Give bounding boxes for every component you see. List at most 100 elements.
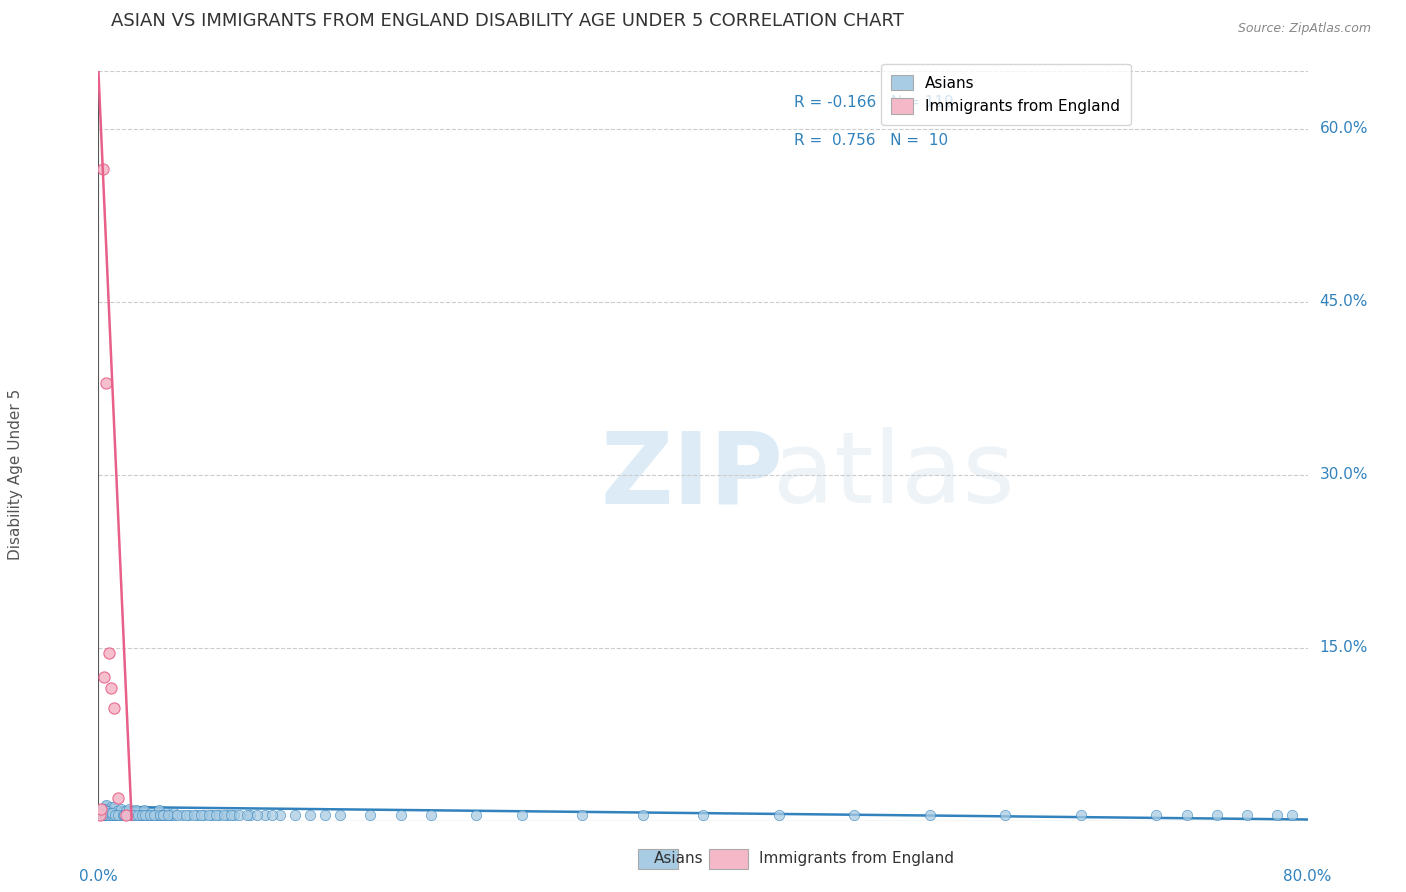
Point <box>107 790 129 805</box>
Point <box>212 808 235 822</box>
Text: Immigrants from England: Immigrants from England <box>759 851 955 865</box>
Point <box>112 808 135 822</box>
Text: 0.0%: 0.0% <box>79 869 118 884</box>
Point <box>510 808 533 822</box>
Point <box>94 798 117 813</box>
Point <box>205 808 228 822</box>
Point <box>98 647 121 661</box>
Point <box>93 805 115 820</box>
Point <box>1175 808 1198 822</box>
Point <box>111 808 134 822</box>
Text: 60.0%: 60.0% <box>1320 121 1368 136</box>
Point <box>110 805 132 820</box>
Point <box>127 808 149 822</box>
Point <box>110 808 132 822</box>
Point <box>284 808 307 822</box>
Point <box>105 805 128 819</box>
Point <box>91 808 114 822</box>
Point <box>94 376 117 390</box>
Point <box>994 808 1017 822</box>
Point <box>1144 808 1167 822</box>
Point <box>224 808 246 822</box>
Point <box>94 797 117 812</box>
Point <box>93 808 115 822</box>
Point <box>262 808 284 822</box>
Point <box>239 808 262 822</box>
Point <box>193 808 215 822</box>
Point <box>571 808 593 822</box>
Point <box>118 805 141 820</box>
Point <box>314 808 336 822</box>
Point <box>94 808 117 822</box>
Point <box>100 802 122 816</box>
Point <box>360 808 382 822</box>
Point <box>90 802 112 816</box>
Point <box>101 808 124 822</box>
Point <box>174 808 197 822</box>
Point <box>139 808 162 822</box>
Point <box>125 805 148 820</box>
Point <box>98 808 121 822</box>
Point <box>145 808 167 822</box>
Point <box>96 808 118 822</box>
Point <box>107 808 129 822</box>
Point <box>120 808 142 822</box>
Point <box>465 808 488 822</box>
Point <box>132 808 155 822</box>
Point <box>150 808 173 822</box>
Point <box>221 808 243 822</box>
Point <box>1206 808 1229 822</box>
Point <box>103 700 125 714</box>
Point <box>186 808 208 822</box>
Point <box>94 803 117 817</box>
Point <box>160 808 183 822</box>
Legend: Asians, Immigrants from England: Asians, Immigrants from England <box>880 64 1130 125</box>
Point <box>94 799 117 814</box>
Text: R =  0.756   N =  10: R = 0.756 N = 10 <box>793 133 948 148</box>
Point <box>1070 808 1092 822</box>
Point <box>104 808 127 822</box>
Point <box>163 808 186 822</box>
Point <box>121 808 143 822</box>
Point <box>166 808 188 822</box>
Text: R = -0.166   N = 119: R = -0.166 N = 119 <box>793 95 953 111</box>
Point <box>152 808 174 822</box>
Point <box>100 808 122 822</box>
Point <box>156 808 179 822</box>
Point <box>114 808 136 822</box>
Text: 80.0%: 80.0% <box>1284 869 1331 884</box>
Point <box>148 805 170 820</box>
Point <box>155 808 177 822</box>
Point <box>91 162 114 177</box>
Point <box>299 808 322 822</box>
Point <box>246 808 269 822</box>
Point <box>94 806 117 821</box>
Point <box>143 808 166 822</box>
Point <box>129 808 152 822</box>
Point <box>100 681 122 695</box>
Point <box>114 805 136 819</box>
Point <box>101 805 124 820</box>
Point <box>94 802 117 816</box>
Point <box>98 805 121 820</box>
Point <box>148 808 170 822</box>
Point <box>114 808 136 822</box>
Point <box>179 808 201 822</box>
Point <box>269 808 291 822</box>
Point <box>148 803 170 817</box>
Point <box>96 805 118 819</box>
Point <box>100 799 122 814</box>
Point <box>100 806 122 821</box>
Text: ASIAN VS IMMIGRANTS FROM ENGLAND DISABILITY AGE UNDER 5 CORRELATION CHART: ASIAN VS IMMIGRANTS FROM ENGLAND DISABIL… <box>111 12 904 30</box>
Point <box>136 808 159 822</box>
Point <box>1236 808 1258 822</box>
Point <box>215 808 238 822</box>
Text: Asians: Asians <box>654 851 703 865</box>
Point <box>918 808 941 822</box>
Point <box>253 808 276 822</box>
Point <box>141 805 163 820</box>
Point <box>91 802 114 816</box>
Point <box>1281 808 1303 822</box>
Point <box>134 808 156 822</box>
Point <box>103 805 125 819</box>
